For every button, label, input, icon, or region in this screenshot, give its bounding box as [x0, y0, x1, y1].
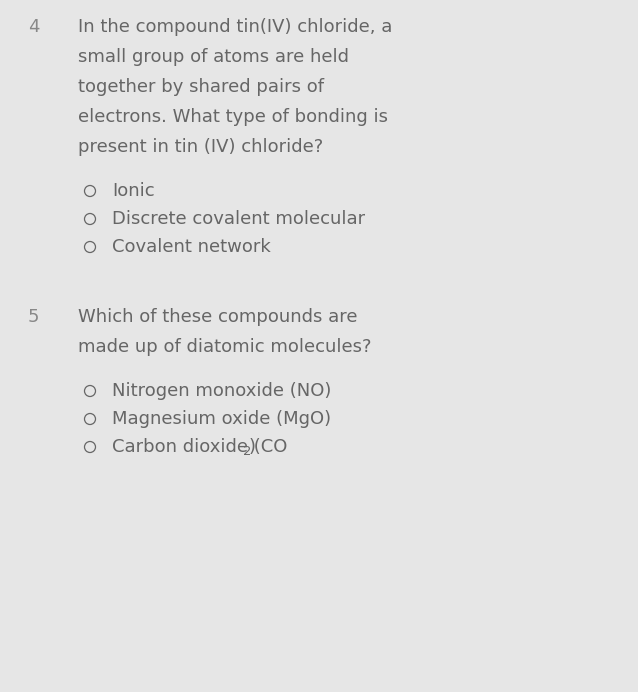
- Text: Which of these compounds are: Which of these compounds are: [78, 308, 357, 326]
- Text: Carbon dioxide (CO: Carbon dioxide (CO: [112, 438, 287, 456]
- Text: 2: 2: [244, 445, 251, 458]
- Text: 4: 4: [28, 18, 40, 36]
- Text: small group of atoms are held: small group of atoms are held: [78, 48, 349, 66]
- Text: In the compound tin(IV) chloride, a: In the compound tin(IV) chloride, a: [78, 18, 392, 36]
- Text: present in tin (IV) chloride?: present in tin (IV) chloride?: [78, 138, 323, 156]
- Text: ): ): [249, 438, 256, 456]
- Text: Magnesium oxide (MgO): Magnesium oxide (MgO): [112, 410, 331, 428]
- Text: Ionic: Ionic: [112, 182, 154, 200]
- Text: 5: 5: [28, 308, 40, 326]
- Text: Nitrogen monoxide (NO): Nitrogen monoxide (NO): [112, 382, 331, 400]
- Text: Discrete covalent molecular: Discrete covalent molecular: [112, 210, 365, 228]
- Text: Covalent network: Covalent network: [112, 238, 271, 256]
- Text: together by shared pairs of: together by shared pairs of: [78, 78, 324, 96]
- Text: made up of diatomic molecules?: made up of diatomic molecules?: [78, 338, 371, 356]
- Text: electrons. What type of bonding is: electrons. What type of bonding is: [78, 108, 388, 126]
